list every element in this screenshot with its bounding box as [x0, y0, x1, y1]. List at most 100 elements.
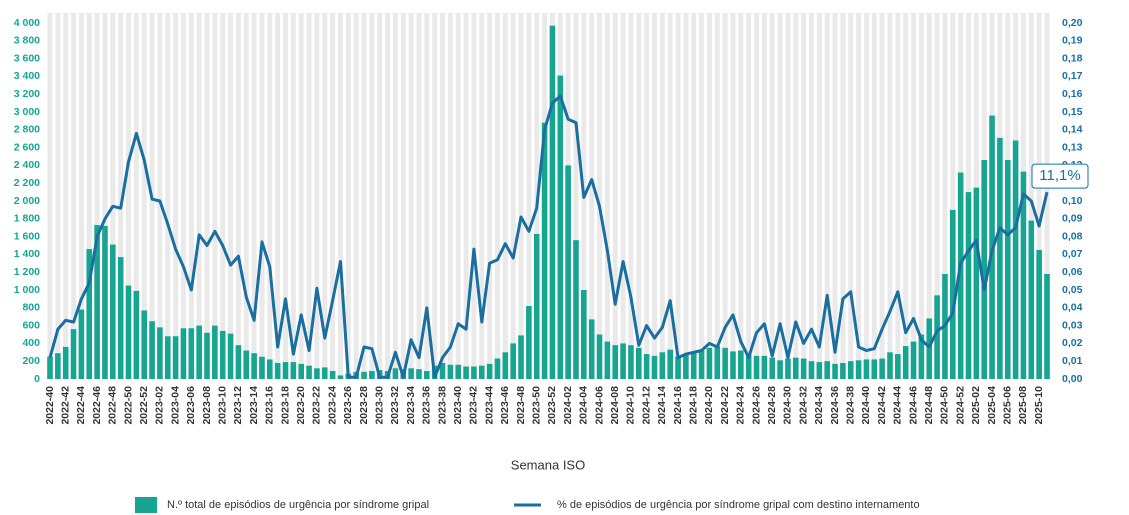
category-stripe — [604, 13, 610, 379]
bar — [416, 369, 422, 379]
bar — [424, 370, 430, 379]
bar — [478, 365, 485, 379]
category-stripe — [212, 13, 218, 379]
bar — [1036, 249, 1042, 379]
bar — [934, 295, 940, 379]
category-stripe — [455, 13, 461, 379]
bar — [832, 363, 838, 379]
bar — [973, 187, 980, 379]
y-tick-label: 3 800 — [14, 35, 40, 47]
bar — [918, 334, 925, 379]
bar — [141, 310, 148, 379]
category-stripe — [298, 13, 304, 379]
y2-tick-label: 0,19 — [1062, 35, 1083, 47]
category-stripe — [102, 13, 108, 379]
y-tick-label: 0 — [34, 373, 40, 385]
y-tick-label: 2 400 — [14, 159, 40, 171]
bar — [777, 360, 783, 379]
category-stripe — [118, 13, 124, 379]
bar — [628, 345, 634, 379]
x-tick-label: 2024-26 — [750, 386, 762, 425]
category-stripe — [918, 13, 924, 379]
category-stripe — [369, 13, 375, 379]
category-stripe — [157, 13, 163, 379]
category-stripe — [644, 13, 650, 379]
bar — [329, 370, 336, 379]
category-stripe — [86, 13, 92, 379]
annotation-box — [1031, 163, 1089, 189]
category-stripe — [746, 13, 752, 379]
bar — [863, 359, 870, 379]
bar — [102, 225, 108, 379]
bar — [227, 333, 234, 379]
y-tick-label: 4 000 — [14, 17, 40, 29]
category-stripe — [848, 13, 854, 379]
bar — [125, 285, 132, 379]
bar — [745, 354, 752, 379]
bar — [1028, 220, 1035, 379]
bar — [722, 347, 728, 379]
category-stripe — [196, 13, 202, 379]
category-stripe — [330, 13, 336, 379]
bar — [895, 354, 901, 379]
category-stripe — [251, 13, 257, 379]
y-tick-label: 400 — [22, 337, 40, 349]
category-stripe — [1036, 13, 1042, 379]
category-stripe — [699, 13, 705, 379]
y2-tick-label: 0,05 — [1062, 284, 1083, 296]
bar — [526, 306, 532, 379]
bar — [690, 352, 697, 379]
category-stripe — [494, 13, 500, 379]
y2-tick-label: 0,10 — [1062, 195, 1083, 207]
bar — [369, 370, 375, 379]
bar — [486, 363, 493, 379]
y2-tick-label: 0,16 — [1062, 88, 1083, 100]
category-stripe — [463, 13, 469, 379]
x-tick-label: 2024-22 — [719, 386, 731, 425]
category-stripe — [722, 13, 728, 379]
legend-label: N.º total de episódios de urgência por s… — [167, 499, 429, 511]
x-tick-label: 2024-48 — [923, 386, 935, 425]
category-stripe — [259, 13, 265, 379]
bar — [188, 328, 195, 379]
x-tick-label: 2023-46 — [499, 386, 511, 425]
bar — [604, 341, 611, 379]
y2-tick-label: 0,09 — [1062, 213, 1083, 225]
y-tick-label: 3 600 — [14, 52, 40, 64]
x-tick-label: 2024-52 — [954, 386, 966, 425]
category-stripe — [761, 13, 767, 379]
category-stripe — [911, 13, 917, 379]
x-tick-label: 2023-30 — [373, 386, 385, 425]
x-tick-label: 2024-16 — [672, 386, 684, 425]
category-stripe — [385, 13, 391, 379]
category-stripe — [133, 13, 139, 379]
category-stripe — [714, 13, 720, 379]
y-tick-label: 1 400 — [14, 248, 40, 260]
bar — [196, 325, 202, 379]
y2-tick-label: 0,04 — [1062, 302, 1083, 314]
x-tick-label: 2022-44 — [75, 386, 87, 425]
bar — [573, 240, 579, 379]
x-tick-label: 2024-20 — [703, 386, 715, 425]
category-stripe — [78, 13, 84, 379]
bar — [847, 361, 854, 379]
category-stripe — [832, 13, 838, 379]
x-tick-label: 2023-18 — [279, 386, 291, 425]
category-stripe — [675, 13, 681, 379]
bar — [714, 346, 721, 379]
bar — [887, 352, 893, 379]
x-tick-label: 2024-02 — [562, 386, 574, 425]
bar — [306, 365, 312, 379]
bar — [981, 160, 987, 379]
bar — [251, 353, 257, 379]
y-tick-label: 1 800 — [14, 213, 40, 225]
bar — [588, 319, 595, 379]
bar — [518, 335, 524, 379]
x-tick-label: 2023-42 — [468, 386, 480, 425]
bar — [463, 366, 469, 379]
bar — [117, 257, 124, 379]
category-stripe — [895, 13, 901, 379]
category-stripe — [706, 13, 712, 379]
x-tick-label: 2025-06 — [1002, 386, 1014, 425]
x-tick-label: 2023-20 — [295, 386, 307, 425]
